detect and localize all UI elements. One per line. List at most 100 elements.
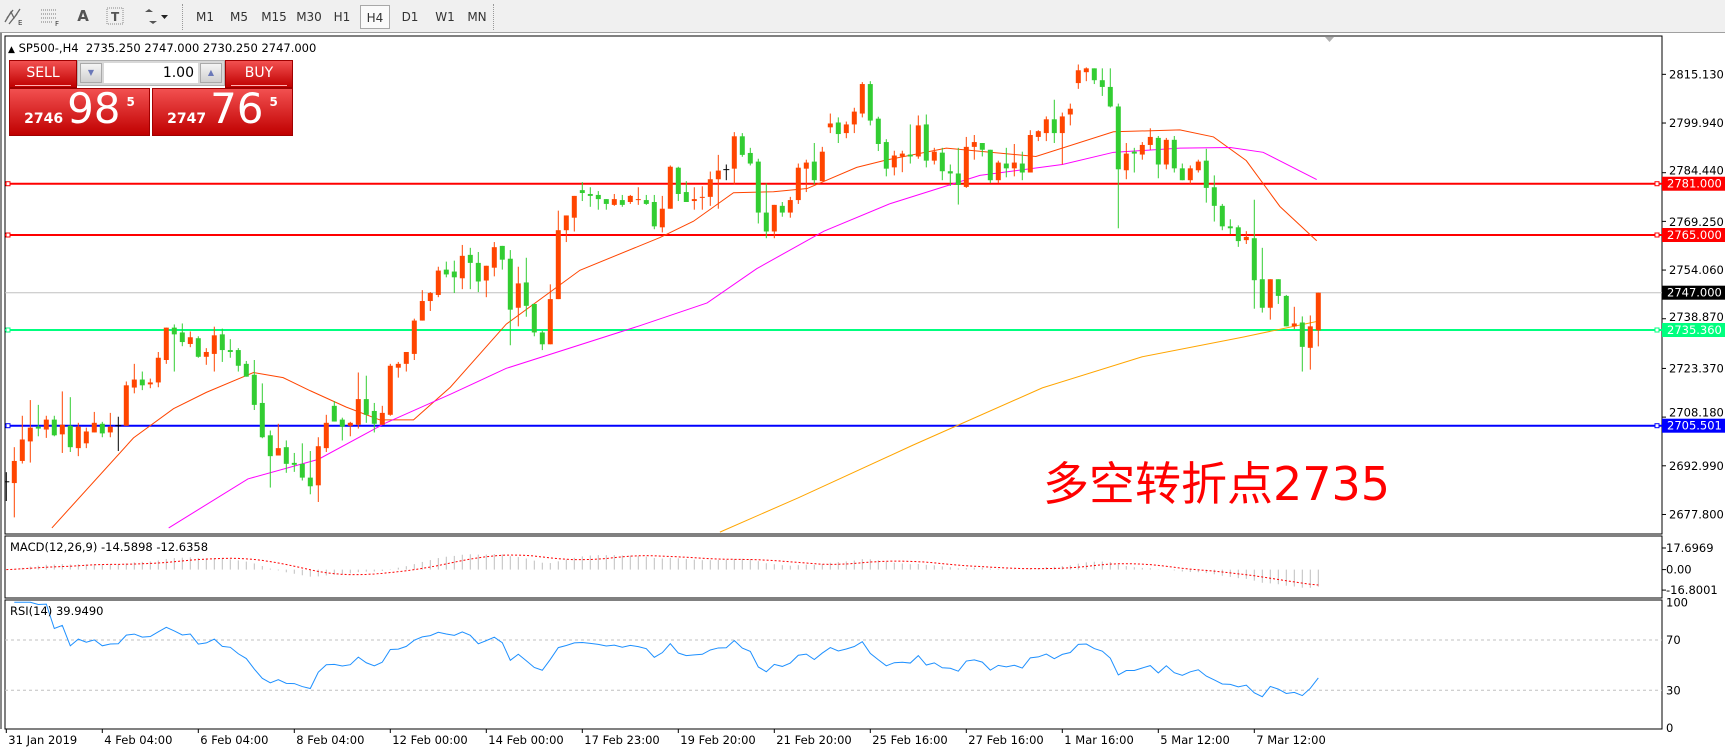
sell-button[interactable]: SELL (9, 60, 77, 88)
candle-body (643, 200, 649, 204)
line-price-tag: 2765.000 (1667, 228, 1722, 242)
moving-average-line (51, 129, 1318, 529)
line-price-tag: 2781.000 (1667, 177, 1722, 191)
candle-body (755, 161, 761, 213)
timeframe-h4[interactable]: H4 (360, 5, 390, 29)
lot-input[interactable]: 1.00 (104, 63, 198, 83)
price-chart[interactable]: 2815.130 2799.940 2784.440 2769.250 2754.060… (0, 33, 1725, 754)
timeframe-d1[interactable]: D1 (401, 10, 419, 24)
text-icon[interactable]: A (77, 7, 89, 25)
candle-body (275, 448, 281, 456)
timeframe-m1[interactable]: M1 (196, 10, 214, 24)
macd-signal-line (6, 554, 1319, 586)
timeframe-m30[interactable]: M30 (296, 10, 322, 24)
candle-body (915, 125, 921, 157)
candle-body (667, 166, 673, 209)
candle-body (147, 382, 153, 385)
candle-body (883, 142, 889, 169)
timeframe-mn[interactable]: MN (467, 10, 487, 24)
candle-body (731, 136, 737, 169)
y-tick-label: 2708.180 (1669, 406, 1724, 420)
x-tick-label: 25 Feb 16:00 (872, 733, 947, 747)
candle-body (707, 179, 713, 197)
sell-price-big: 98 (67, 84, 121, 133)
svg-text:F: F (55, 20, 59, 26)
candle-body (779, 205, 785, 213)
candle-body (1115, 106, 1121, 170)
line-price-tag-bg (1662, 176, 1725, 191)
sell-price-button[interactable]: 2746 98 5 (9, 88, 150, 136)
candle-body (843, 124, 849, 134)
candle-body (307, 477, 313, 487)
lot-decrease-button[interactable]: ▼ (80, 63, 102, 83)
candle-body (499, 245, 505, 260)
toolbar-separator (493, 4, 496, 30)
candle-body (1147, 136, 1153, 145)
line-handle (5, 423, 11, 429)
y-tick-label: 2692.990 (1669, 459, 1724, 473)
collapse-triangle-icon[interactable]: ▲ (8, 45, 15, 55)
candle-body (867, 84, 873, 121)
candle-body (1203, 160, 1209, 188)
candle-body (979, 143, 985, 150)
arrows-icon[interactable] (140, 5, 172, 27)
candle-body (1131, 151, 1137, 154)
candle-body (611, 199, 617, 205)
text-label-icon[interactable]: T (104, 5, 126, 27)
x-tick-label: 12 Feb 00:00 (392, 733, 467, 747)
main-plot (5, 64, 1662, 533)
candle-body (1275, 279, 1281, 296)
candle-body (931, 151, 937, 161)
line-price-tag: 2735.360 (1667, 323, 1722, 337)
candle-body (1123, 153, 1129, 171)
candle-body (691, 199, 697, 202)
candle-body (403, 351, 409, 364)
x-tick-label: 5 Mar 12:00 (1160, 733, 1229, 747)
candle-body (1035, 131, 1041, 137)
y-tick-label: 2784.440 (1669, 164, 1724, 178)
one-click-trading-panel: SELL ▼ 1.00 ▲ BUY 2746 98 5 2747 76 5 (9, 60, 293, 136)
candle-body (1027, 135, 1033, 173)
buy-button[interactable]: BUY (225, 60, 293, 88)
candle-body (123, 385, 129, 426)
lot-increase-button[interactable]: ▲ (200, 63, 222, 83)
candle-body (443, 269, 449, 275)
candle-body (163, 327, 169, 360)
candle-body (683, 192, 689, 202)
buy-price-sup: 5 (269, 95, 278, 109)
x-tick-label: 8 Feb 04:00 (296, 733, 364, 747)
candle-body (331, 405, 337, 422)
timeframe-w1[interactable]: W1 (435, 10, 455, 24)
lot-stepper: ▼ 1.00 ▲ (77, 60, 225, 86)
candle-body (539, 332, 545, 345)
candle-body (51, 419, 57, 436)
timeframe-m15[interactable]: M15 (261, 10, 287, 24)
fibonacci-icon[interactable]: F (38, 5, 62, 27)
rsi-label: RSI(14) 39.9490 (10, 604, 104, 618)
line-price-tag: 2705.501 (1667, 419, 1722, 433)
timeframe-m5[interactable]: M5 (230, 10, 248, 24)
chart-header: ▲ SP500-,H4 2735.250 2747.000 2730.250 2… (8, 41, 316, 55)
elliott-wave-icon[interactable]: E (2, 5, 26, 27)
buy-label: BUY (230, 61, 288, 86)
toolbar: E F A T M1 M5 M15 M30 H1 H4 D1 W1 MN (0, 0, 1725, 33)
buy-price-button[interactable]: 2747 76 5 (152, 88, 293, 136)
candle-body (675, 167, 681, 194)
line-price-tag-bg (1662, 228, 1725, 243)
moving-average-line (168, 147, 1317, 529)
timeframe-h1[interactable]: H1 (333, 10, 351, 24)
rsi-line (14, 601, 1319, 698)
candle-body (747, 152, 753, 164)
candle-body (491, 247, 497, 268)
candle-body (1059, 116, 1065, 134)
line-handle (1654, 423, 1660, 429)
candle-body (363, 399, 369, 415)
candle-body (771, 204, 777, 232)
candle-body (1259, 279, 1265, 308)
candle-body (531, 303, 537, 333)
candle-body (187, 337, 193, 344)
candle-body (1315, 292, 1321, 331)
candle-body (419, 301, 425, 321)
candle-body (1251, 238, 1257, 281)
candle-body (1195, 161, 1201, 171)
